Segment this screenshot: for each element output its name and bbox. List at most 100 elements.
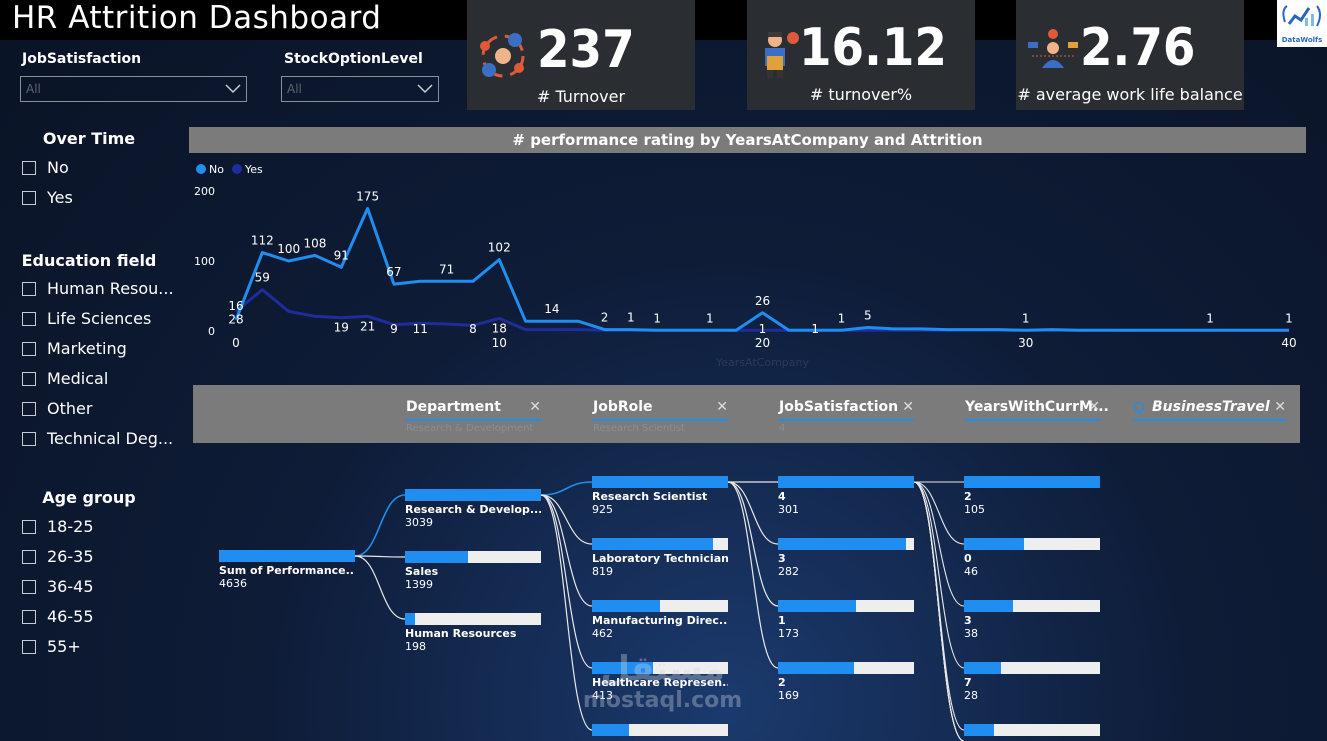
node-bar bbox=[964, 724, 1100, 736]
y-tick-label: 0 bbox=[208, 325, 215, 338]
job-satisfaction-dropdown[interactable]: All bbox=[20, 76, 247, 102]
checkbox[interactable] bbox=[22, 160, 36, 175]
tree-node-jobrole[interactable] bbox=[592, 724, 728, 736]
checkbox-item[interactable]: Life Sciences bbox=[22, 309, 151, 328]
tree-node-years-with-manager[interactable]: 7 28 bbox=[964, 662, 1100, 702]
tree-link bbox=[913, 481, 965, 545]
checkbox-item[interactable]: Yes bbox=[22, 188, 73, 207]
node-bar-fill bbox=[778, 476, 914, 488]
logo: DataWolfs bbox=[1277, 0, 1327, 47]
checkbox[interactable] bbox=[22, 281, 36, 296]
checkbox-item[interactable]: Medical bbox=[22, 369, 108, 388]
node-bar-fill bbox=[592, 476, 728, 488]
close-icon[interactable]: ✕ bbox=[1274, 399, 1286, 415]
data-label: 108 bbox=[304, 236, 327, 250]
stock-option-level-label: StockOptionLevel bbox=[284, 51, 423, 67]
checkbox-item[interactable]: 26-35 bbox=[22, 547, 94, 566]
checkbox[interactable] bbox=[22, 639, 36, 654]
node-value: 819 bbox=[592, 565, 613, 578]
node-label: 2 bbox=[964, 490, 972, 503]
stock-option-level-dropdown[interactable]: All bbox=[281, 76, 439, 102]
kpi-turnover-percent-card: 16.12 # turnover% bbox=[747, 0, 975, 110]
tree-node-jobrole[interactable]: Manufacturing Direc... 462 bbox=[592, 600, 728, 640]
tree-node-job-satisfaction[interactable]: 4 301 bbox=[778, 476, 914, 516]
node-value: 301 bbox=[778, 503, 799, 516]
close-icon[interactable]: ✕ bbox=[902, 399, 914, 415]
tree-node-years-with-manager[interactable]: 0 46 bbox=[964, 538, 1100, 578]
node-bar bbox=[964, 600, 1100, 612]
checkbox-item[interactable]: 36-45 bbox=[22, 577, 94, 596]
checkbox[interactable] bbox=[22, 609, 36, 624]
checkbox-item[interactable]: Other bbox=[22, 399, 92, 418]
node-bar bbox=[964, 538, 1100, 550]
field-years-with-curr-manager-label: YearsWithCurrM... bbox=[965, 399, 1109, 415]
checkbox[interactable] bbox=[22, 341, 36, 356]
tree-node-jobrole[interactable]: Research Scientist 925 bbox=[592, 476, 728, 516]
checkbox[interactable] bbox=[22, 311, 36, 326]
node-bar-fill bbox=[405, 551, 468, 563]
checkbox[interactable] bbox=[22, 190, 36, 205]
legend-marker bbox=[232, 164, 242, 174]
checkbox-item[interactable]: 46-55 bbox=[22, 607, 94, 626]
tree-node-department[interactable]: Sales 1399 bbox=[405, 551, 541, 591]
checkbox[interactable] bbox=[22, 519, 36, 534]
node-bar-fill bbox=[964, 724, 994, 736]
tree-node-department[interactable]: Human Resources 198 bbox=[405, 613, 541, 653]
checkbox[interactable] bbox=[22, 579, 36, 594]
tree-node-job-satisfaction[interactable]: 1 173 bbox=[778, 600, 914, 640]
kpi-turnover-caption: # Turnover bbox=[536, 87, 626, 106]
tree-node-department[interactable]: Research & Develop... 3039 bbox=[405, 489, 541, 529]
node-value: 413 bbox=[592, 689, 613, 702]
node-value: 28 bbox=[964, 689, 978, 702]
data-label: 9 bbox=[390, 322, 398, 336]
close-icon[interactable]: ✕ bbox=[1088, 399, 1100, 415]
tree-node-years-with-manager[interactable] bbox=[964, 724, 1100, 736]
data-label: 2 bbox=[601, 311, 609, 325]
tree-node-jobrole[interactable]: Laboratory Technician 819 bbox=[592, 538, 728, 578]
tree-node-years-with-manager[interactable]: 3 38 bbox=[964, 600, 1100, 640]
node-label: 1 bbox=[778, 614, 786, 627]
data-label: 1 bbox=[627, 311, 635, 325]
legend-label: No bbox=[209, 163, 224, 176]
checkbox[interactable] bbox=[22, 371, 36, 386]
checkbox-item[interactable]: Technical Deg... bbox=[22, 429, 173, 448]
node-bar bbox=[592, 662, 728, 674]
checkbox-item[interactable]: 18-25 bbox=[22, 517, 94, 536]
tree-node-root[interactable]: Sum of Performance... 4636 bbox=[219, 550, 355, 590]
lightbulb-icon bbox=[1133, 401, 1145, 414]
checkbox-item[interactable]: No bbox=[22, 158, 69, 177]
field-years-with-curr-manager[interactable]: YearsWithCurrM... ✕ bbox=[965, 399, 1109, 421]
data-label: 175 bbox=[356, 190, 379, 204]
field-business-travel[interactable]: BusinessTravel ✕ bbox=[1133, 399, 1286, 421]
legend-label: Yes bbox=[244, 163, 263, 176]
tree-link bbox=[913, 481, 965, 741]
node-label: Sum of Performance... bbox=[219, 564, 355, 577]
checkbox[interactable] bbox=[22, 401, 36, 416]
field-job-satisfaction[interactable]: JobSatisfaction ✕ 4 bbox=[779, 399, 914, 434]
field-jobrole-selection: Research Scientist bbox=[593, 423, 685, 434]
tree-node-jobrole[interactable]: Healthcare Represen... 413 bbox=[592, 662, 728, 702]
node-bar-fill bbox=[964, 600, 1013, 612]
checkbox[interactable] bbox=[22, 549, 36, 564]
data-label: 14 bbox=[544, 302, 559, 316]
education-field-title: Education field bbox=[21, 251, 157, 270]
tree-link bbox=[913, 481, 965, 669]
kpi-work-life-balance-card: 2.76 # average work life balance bbox=[1016, 0, 1244, 110]
checkbox-item[interactable]: Marketing bbox=[22, 339, 127, 358]
field-job-satisfaction-selection: 4 bbox=[779, 423, 786, 434]
field-department[interactable]: Department ✕ Research & Development bbox=[406, 399, 541, 434]
close-icon[interactable]: ✕ bbox=[716, 399, 728, 415]
checkbox-item[interactable]: 55+ bbox=[22, 637, 81, 656]
close-icon[interactable]: ✕ bbox=[529, 399, 541, 415]
checkbox-item[interactable]: Human Resou... bbox=[22, 279, 174, 298]
tree-node-job-satisfaction[interactable]: 2 169 bbox=[778, 662, 914, 702]
page-title: HR Attrition Dashboard bbox=[12, 0, 382, 36]
tree-link bbox=[913, 481, 965, 607]
tree-node-job-satisfaction[interactable]: 3 282 bbox=[778, 538, 914, 578]
kpi-work-life-balance-value: 2.76 bbox=[1080, 18, 1196, 78]
tree-link bbox=[540, 494, 593, 731]
tree-node-years-with-manager[interactable]: 2 105 bbox=[964, 476, 1100, 516]
checkbox[interactable] bbox=[22, 431, 36, 446]
field-jobrole[interactable]: JobRole ✕ Research Scientist bbox=[593, 399, 728, 434]
